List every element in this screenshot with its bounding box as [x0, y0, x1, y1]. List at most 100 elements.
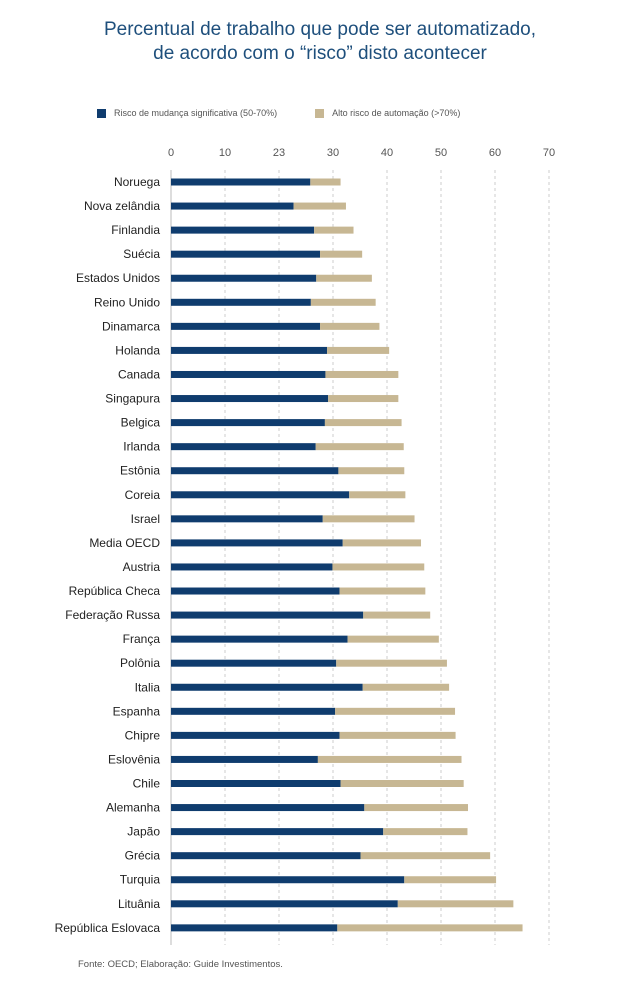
bar-significant-risk — [171, 611, 364, 619]
bar-significant-risk — [171, 539, 343, 547]
bar-significant-risk — [171, 659, 337, 667]
chart-title: Percentual de trabalho que pode ser auto… — [0, 18, 640, 66]
category-label: Estônia — [120, 464, 160, 478]
bar-significant-risk — [171, 563, 333, 571]
bar-significant-risk — [171, 876, 405, 884]
bar-significant-risk — [171, 298, 311, 306]
bar-high-risk — [360, 852, 491, 860]
bar-high-risk — [293, 202, 346, 210]
chart-legend: Risco de mudança significativa (50-70%) … — [97, 108, 498, 118]
category-label: Holanda — [115, 343, 160, 357]
category-label: Reino Unido — [94, 295, 160, 309]
category-label: Noruega — [114, 175, 160, 189]
category-label: Estados Unidos — [76, 271, 160, 285]
category-label: Japão — [127, 825, 160, 839]
bar-high-risk — [310, 178, 341, 186]
legend-label-significant: Risco de mudança significativa (50-70%) — [114, 108, 278, 118]
bar-high-risk — [349, 491, 406, 499]
legend-swatch-high — [315, 108, 325, 118]
bar-high-risk — [362, 683, 450, 691]
bar-high-risk — [328, 395, 399, 403]
bar-high-risk — [324, 419, 402, 427]
bar-high-risk — [322, 515, 415, 523]
bar-significant-risk — [171, 635, 348, 643]
category-label: Belgica — [121, 416, 161, 430]
bar-significant-risk — [171, 178, 311, 186]
bar-significant-risk — [171, 346, 328, 354]
bar-high-risk — [339, 731, 456, 739]
category-label: Grécia — [125, 849, 161, 863]
bar-significant-risk — [171, 828, 384, 836]
bar-significant-risk — [171, 900, 398, 908]
bar-high-risk — [336, 659, 447, 667]
bar-significant-risk — [171, 250, 321, 258]
bar-significant-risk — [171, 419, 325, 427]
bar-high-risk — [404, 876, 497, 884]
x-tick-label: 0 — [168, 147, 174, 159]
bar-high-risk — [337, 924, 523, 932]
bar-significant-risk — [171, 370, 326, 378]
bar-high-risk — [383, 828, 468, 836]
bar-high-risk — [325, 370, 399, 378]
x-tick-label: 50 — [435, 147, 447, 159]
bar-significant-risk — [171, 683, 363, 691]
x-tick-label: 30 — [327, 147, 339, 159]
category-label: Canada — [118, 367, 160, 381]
bar-high-risk — [363, 611, 431, 619]
category-label: Turquia — [120, 873, 161, 887]
category-label: Espanha — [113, 704, 161, 718]
category-label: Media OECD — [89, 536, 160, 550]
bar-significant-risk — [171, 322, 321, 330]
x-tick-label: 60 — [489, 147, 501, 159]
bar-high-risk — [338, 467, 405, 475]
x-tick-label: 40 — [381, 147, 393, 159]
bar-high-risk — [314, 226, 354, 234]
bar-high-risk — [327, 346, 390, 354]
category-label: República Eslovaca — [55, 921, 161, 935]
bar-significant-risk — [171, 226, 315, 234]
bar-high-risk — [364, 804, 468, 812]
legend-item-significant: Risco de mudança significativa (50-70%) — [97, 108, 277, 118]
source-note: Fonte: OECD; Elaboração: Guide Investime… — [78, 959, 283, 970]
category-label: Alemanha — [106, 801, 160, 815]
bar-high-risk — [339, 587, 426, 595]
bar-high-risk — [340, 780, 464, 787]
category-label: Coreia — [125, 488, 161, 502]
bar-high-risk — [335, 707, 456, 715]
bar-significant-risk — [171, 515, 323, 523]
legend-label-high: Alto risco de automação (>70%) — [332, 108, 461, 118]
bar-high-risk — [320, 322, 380, 330]
bar-significant-risk — [171, 491, 350, 499]
legend-item-high: Alto risco de automação (>70%) — [315, 108, 460, 118]
bar-significant-risk — [171, 731, 340, 739]
bar-high-risk — [332, 563, 425, 571]
bar-significant-risk — [171, 467, 339, 475]
category-label: Irlanda — [123, 440, 160, 454]
chart-title-line-1: Percentual de trabalho que pode ser auto… — [103, 19, 537, 40]
bar-high-risk — [397, 900, 514, 908]
bar-significant-risk — [171, 804, 365, 812]
chart-title-line-2: de acordo com o “risco” disto acontecer — [153, 43, 487, 64]
category-label: Eslovênia — [108, 752, 160, 766]
bar-high-risk — [342, 539, 422, 547]
bar-significant-risk — [171, 780, 341, 787]
bar-significant-risk — [171, 755, 318, 763]
category-label: Nova zelândia — [84, 199, 160, 213]
category-label: Italia — [135, 680, 161, 694]
bar-high-risk — [315, 443, 404, 451]
category-label: Polônia — [120, 656, 160, 670]
category-label: Suécia — [123, 247, 160, 261]
bar-significant-risk — [171, 443, 316, 451]
bar-significant-risk — [171, 202, 294, 210]
x-tick-label: 23 — [273, 147, 285, 159]
category-label: Lituânia — [118, 897, 160, 911]
category-label: Finlandia — [111, 223, 160, 237]
category-label: República Checa — [69, 584, 161, 598]
bar-significant-risk — [171, 395, 329, 403]
bar-significant-risk — [171, 587, 340, 595]
bar-high-risk — [347, 635, 439, 643]
category-label: Chile — [133, 777, 161, 791]
category-label: França — [123, 632, 161, 646]
bar-significant-risk — [171, 924, 338, 932]
